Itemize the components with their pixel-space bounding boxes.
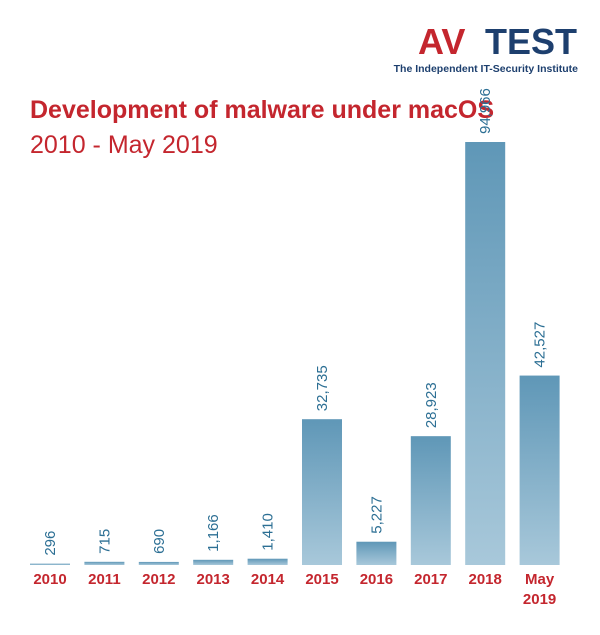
value-label: 28,923 <box>423 382 440 428</box>
bar <box>30 563 70 565</box>
bar <box>519 375 560 565</box>
value-label: 5,227 <box>368 496 385 534</box>
value-label: 690 <box>151 529 168 554</box>
x-tick-label: 2016 <box>360 571 393 588</box>
bar <box>356 541 397 565</box>
x-tick-label: 2017 <box>414 571 447 588</box>
value-label: 32,735 <box>314 365 331 411</box>
bar <box>193 559 234 565</box>
bar <box>84 561 125 565</box>
value-label: 1,410 <box>260 513 277 551</box>
chart-title: Development of malware under macOS <box>30 96 494 124</box>
value-label: 94,966 <box>477 88 494 134</box>
value-label: 1,166 <box>205 514 222 552</box>
x-tick-label: 2010 <box>33 571 66 588</box>
logo-tagline: The Independent IT-Security Institute <box>394 63 579 75</box>
bar <box>138 561 179 565</box>
bar <box>465 142 506 565</box>
bar <box>302 419 342 565</box>
x-tick-label: 2018 <box>469 571 502 588</box>
chart-subtitle: 2010 - May 2019 <box>30 131 218 159</box>
logo-name: TEST <box>485 21 577 62</box>
value-label: 715 <box>96 529 113 554</box>
bar <box>410 436 451 565</box>
x-tick-label: May 2019 <box>523 571 556 608</box>
value-label: 296 <box>42 531 59 556</box>
x-tick-label: 2014 <box>251 571 285 588</box>
logo-mark: AV <box>418 21 465 62</box>
value-label: 42,527 <box>532 322 549 368</box>
x-tick-label: 2015 <box>305 571 338 588</box>
logo: AV TEST The Independent IT-Security Inst… <box>394 21 579 75</box>
x-tick-label: 2012 <box>142 571 175 588</box>
x-tick-label: 2011 <box>88 571 121 588</box>
bar <box>247 558 288 565</box>
x-tick-label: 2013 <box>197 571 230 588</box>
